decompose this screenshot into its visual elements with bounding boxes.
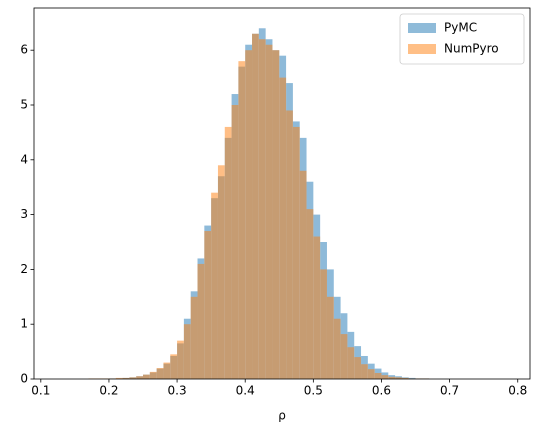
axes-frame bbox=[33, 7, 531, 380]
bar bbox=[381, 375, 389, 379]
bar bbox=[279, 77, 287, 380]
bar bbox=[258, 39, 266, 380]
legend-swatch bbox=[408, 23, 436, 33]
bar bbox=[367, 369, 375, 379]
bar bbox=[136, 376, 144, 379]
bar bbox=[347, 347, 355, 379]
bar bbox=[129, 377, 137, 379]
bar bbox=[197, 263, 205, 379]
bar bbox=[252, 33, 259, 379]
y-tick-label: 0 bbox=[20, 372, 28, 386]
bar bbox=[265, 44, 273, 379]
bar bbox=[204, 231, 212, 379]
bar bbox=[190, 296, 198, 379]
bar bbox=[313, 236, 321, 379]
x-tick-label: 0.1 bbox=[31, 384, 50, 398]
legend-label: NumPyro bbox=[444, 42, 499, 56]
bar bbox=[395, 377, 402, 379]
bar bbox=[245, 50, 253, 380]
legend-label: PyMC bbox=[444, 21, 477, 35]
y-tick-label: 6 bbox=[20, 43, 28, 57]
bar bbox=[238, 61, 246, 379]
bar bbox=[326, 296, 334, 379]
bar bbox=[354, 357, 362, 379]
bar bbox=[122, 377, 130, 379]
bar bbox=[156, 368, 164, 379]
bar bbox=[224, 126, 232, 379]
bar bbox=[340, 334, 348, 379]
bar bbox=[217, 165, 225, 379]
y-tick-label: 3 bbox=[20, 207, 28, 221]
bar bbox=[286, 110, 293, 379]
bar bbox=[163, 362, 171, 379]
y-tick-label: 1 bbox=[20, 317, 28, 331]
x-tick-label: 0.4 bbox=[236, 384, 255, 398]
bar bbox=[211, 192, 218, 379]
x-tick-label: 0.3 bbox=[168, 384, 187, 398]
bar bbox=[388, 376, 396, 379]
x-tick-label: 0.2 bbox=[99, 384, 118, 398]
bar bbox=[143, 374, 150, 379]
x-axis-label: ρ bbox=[278, 409, 286, 423]
series bbox=[88, 33, 430, 380]
y-tick-label: 5 bbox=[20, 97, 28, 111]
y-tick-label: 4 bbox=[20, 152, 28, 166]
bar bbox=[320, 269, 327, 379]
bar bbox=[183, 324, 191, 379]
y-tick-label: 2 bbox=[20, 262, 28, 276]
bar bbox=[149, 371, 157, 379]
bar bbox=[306, 209, 314, 379]
bar bbox=[401, 377, 409, 379]
x-tick-label: 0.6 bbox=[372, 384, 391, 398]
x-tick-label: 0.5 bbox=[304, 384, 323, 398]
bar bbox=[374, 372, 382, 379]
legend-swatch bbox=[408, 44, 436, 54]
bar bbox=[272, 50, 280, 380]
bar bbox=[299, 170, 307, 379]
bar bbox=[115, 377, 123, 379]
bar bbox=[231, 104, 239, 380]
x-tick-label: 0.7 bbox=[440, 384, 459, 398]
bar bbox=[170, 354, 178, 379]
bar bbox=[292, 126, 300, 379]
bar bbox=[333, 318, 341, 379]
x-tick-label: 0.8 bbox=[508, 384, 527, 398]
bar bbox=[361, 364, 368, 379]
bar bbox=[177, 340, 184, 379]
